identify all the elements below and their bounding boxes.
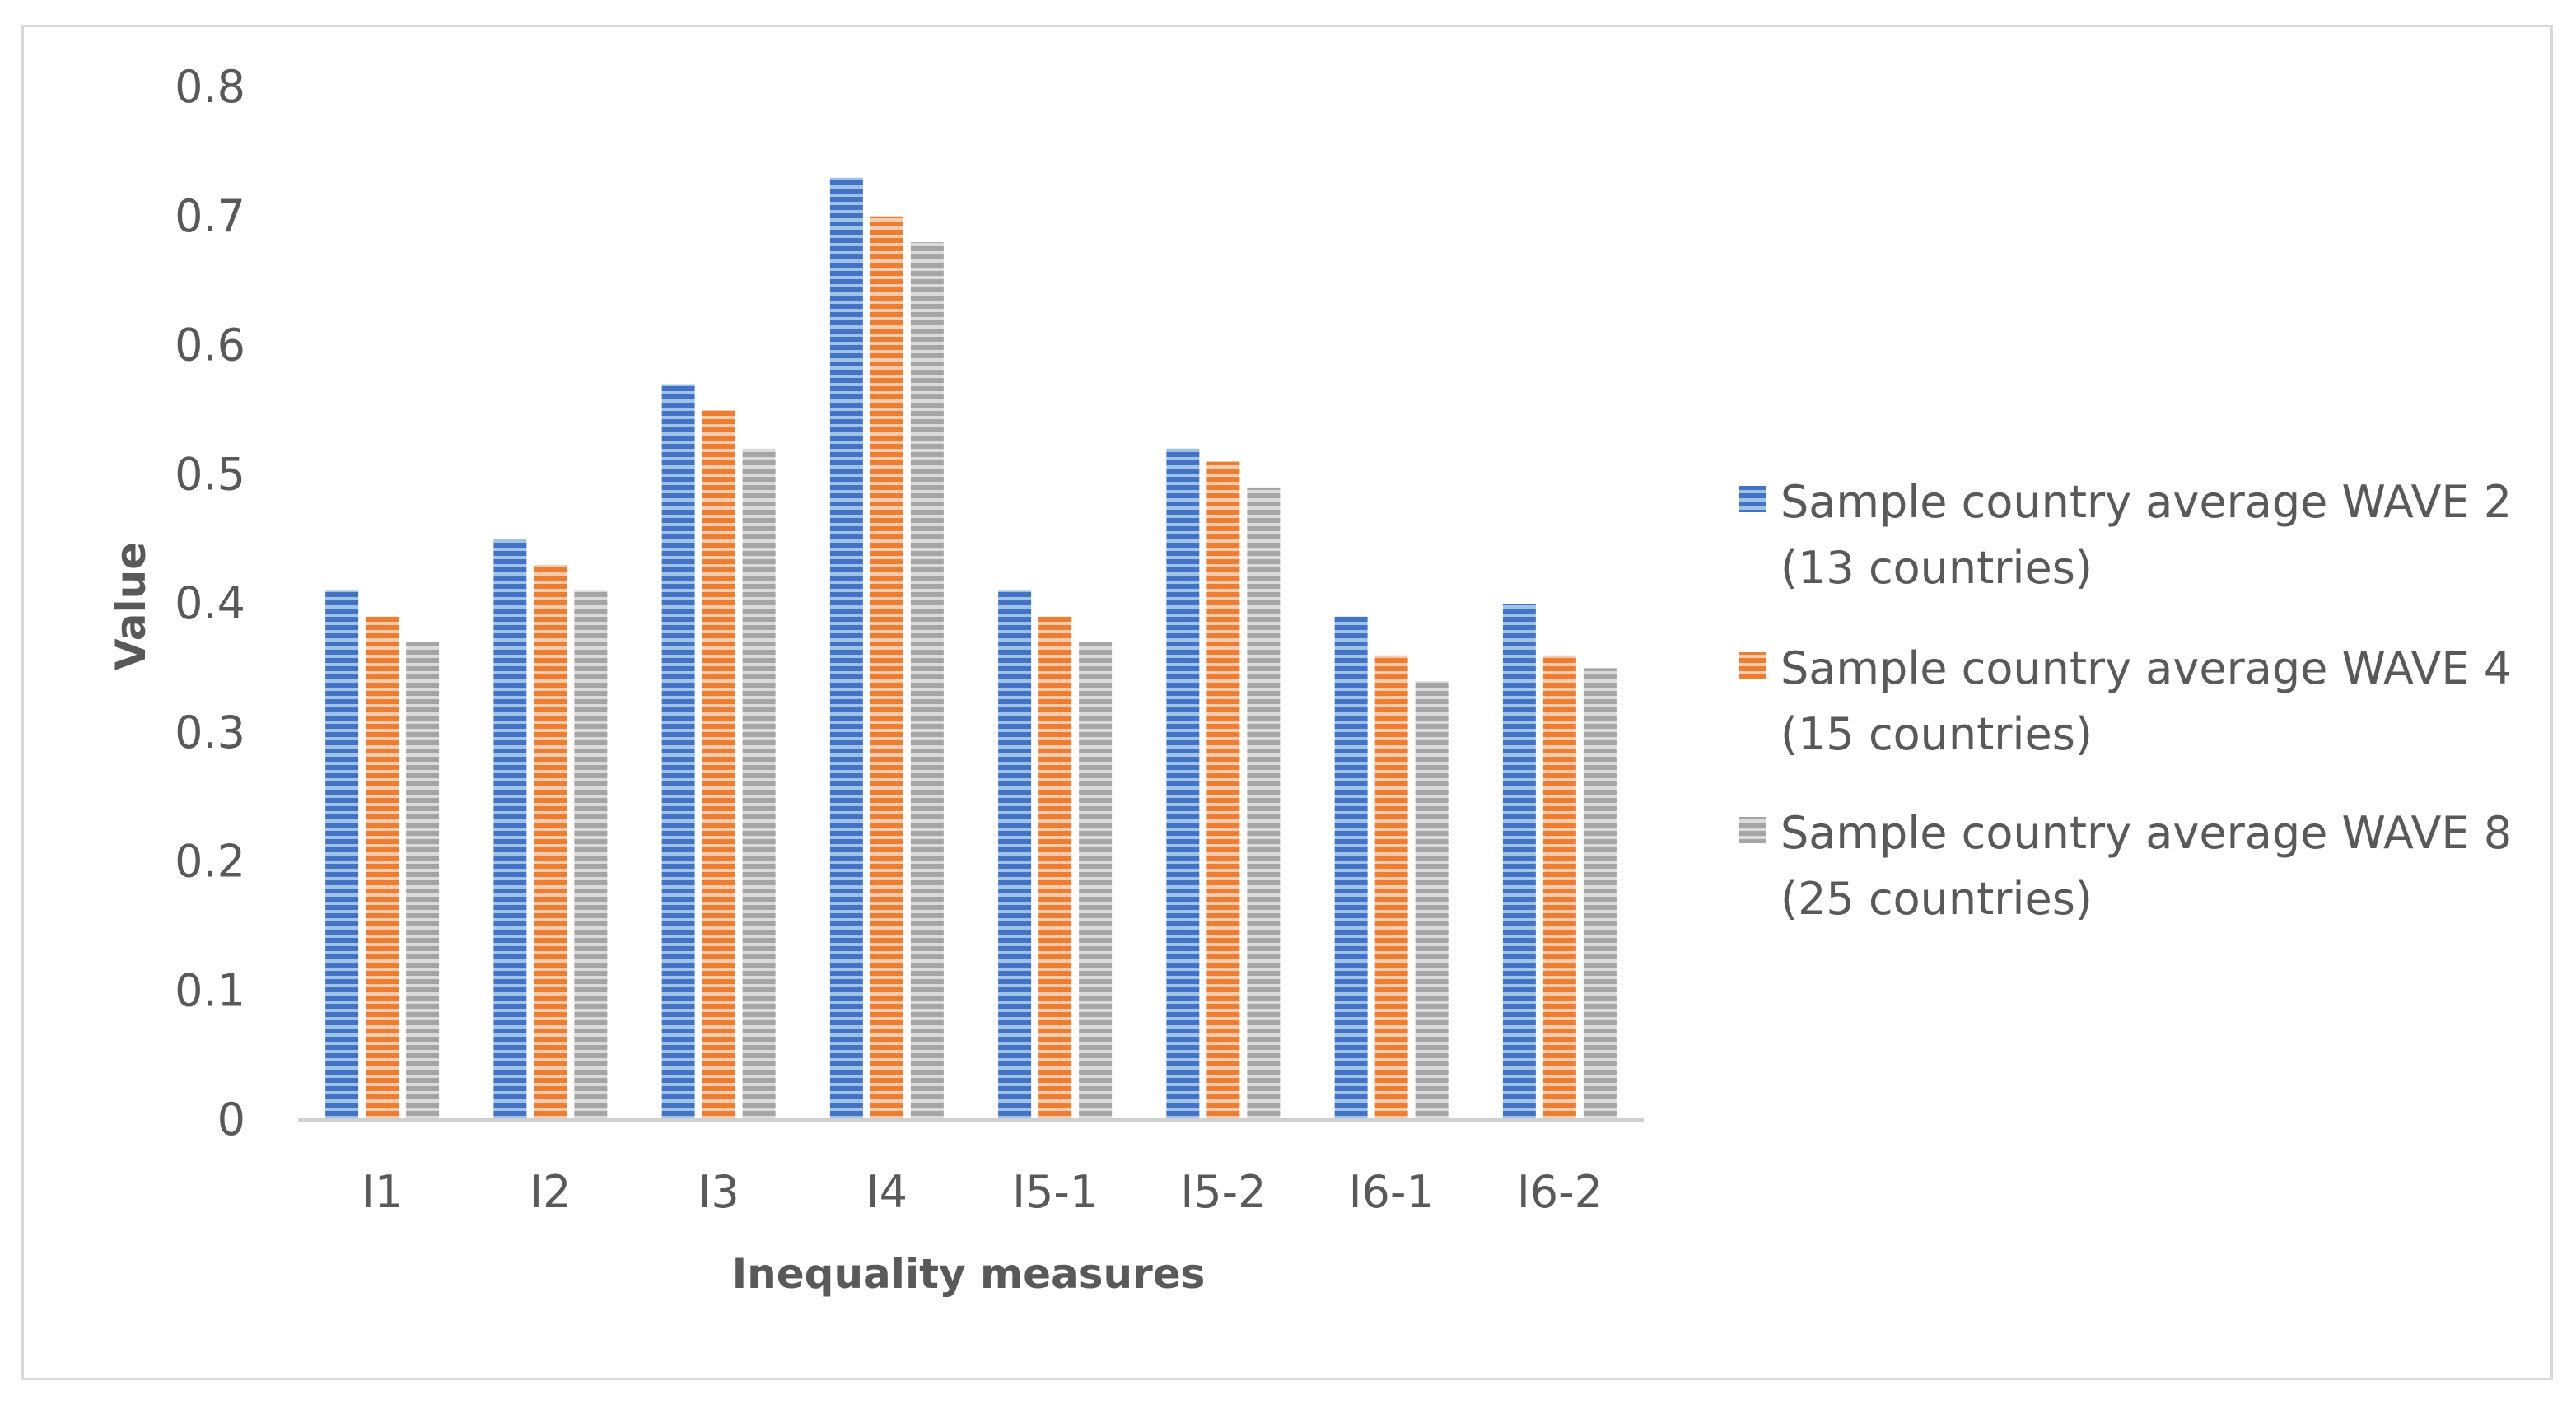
bar-i5-2-series-3 xyxy=(1247,487,1281,1120)
legend-swatch-series-1 xyxy=(1739,486,1766,512)
bar-i5-1-series-3 xyxy=(1079,642,1113,1120)
bar-i1-series-2 xyxy=(366,616,399,1120)
bar-i3-series-1 xyxy=(661,384,695,1120)
legend-label-series-2: Sample country average WAVE 4 xyxy=(1780,642,2512,694)
x-tick-label: I6-2 xyxy=(1517,1166,1603,1218)
legend: Sample country average WAVE 2 (13 countri… xyxy=(1739,476,2512,925)
y-axis-ticks: 0 0.1 0.2 0.3 0.4 0.5 0.6 0.7 0.8 xyxy=(175,61,245,1145)
bar-i2-series-3 xyxy=(574,590,608,1120)
legend-label-series-1: (13 countries) xyxy=(1780,542,2093,594)
chart-frame xyxy=(21,25,2553,1380)
bar-i2-series-1 xyxy=(493,539,527,1120)
bar-i6-1-series-3 xyxy=(1415,681,1449,1120)
bar-i4-series-3 xyxy=(910,242,944,1121)
legend-swatch-series-3 xyxy=(1739,817,1766,843)
bar-i5-2-series-2 xyxy=(1206,461,1240,1120)
x-tick-label: I2 xyxy=(530,1166,571,1218)
y-tick-label: 0.7 xyxy=(175,190,245,242)
legend-label-series-3: Sample country average WAVE 8 xyxy=(1780,807,2512,859)
bar-i5-1-series-2 xyxy=(1038,616,1072,1120)
y-tick-label: 0.3 xyxy=(175,707,245,758)
bar-i6-2-series-2 xyxy=(1542,655,1576,1120)
legend-swatch-series-2 xyxy=(1739,652,1766,679)
legend-label-series-3: (25 countries) xyxy=(1780,873,2093,925)
y-tick-label: 0.8 xyxy=(175,61,245,113)
y-axis-title: Value xyxy=(107,542,155,670)
legend-label-series-1: Sample country average WAVE 2 xyxy=(1780,476,2512,528)
bar-i3-series-3 xyxy=(742,448,776,1120)
x-tick-label: I4 xyxy=(866,1166,908,1218)
bar-i6-2-series-3 xyxy=(1583,668,1617,1120)
x-tick-label: I1 xyxy=(362,1166,403,1218)
y-tick-label: 0.4 xyxy=(175,577,245,629)
bars-group xyxy=(325,177,1617,1121)
x-axis-title: Inequality measures xyxy=(732,1250,1206,1298)
bar-i5-1-series-1 xyxy=(998,590,1032,1120)
x-tick-label: I5-1 xyxy=(1012,1166,1098,1218)
y-tick-label: 0.2 xyxy=(175,836,245,888)
bar-i1-series-1 xyxy=(325,590,359,1120)
x-tick-label: I3 xyxy=(698,1166,739,1218)
bar-i3-series-2 xyxy=(702,409,735,1120)
y-tick-label: 0 xyxy=(217,1094,245,1145)
y-tick-label: 0.6 xyxy=(175,320,245,371)
bar-i4-series-1 xyxy=(829,177,863,1121)
bar-i2-series-2 xyxy=(534,564,567,1120)
bar-i6-1-series-1 xyxy=(1334,616,1368,1120)
x-tick-label: I5-2 xyxy=(1180,1166,1266,1218)
bar-i5-2-series-1 xyxy=(1166,448,1200,1120)
x-axis-ticks: I1 I2 I3 I4 I5-1 I5-2 I6-1 I6-2 xyxy=(362,1166,1603,1218)
bar-i6-1-series-2 xyxy=(1374,655,1408,1120)
y-tick-label: 0.5 xyxy=(175,448,245,500)
legend-label-series-2: (15 countries) xyxy=(1780,708,2093,760)
y-tick-label: 0.1 xyxy=(175,964,245,1016)
bar-i6-2-series-1 xyxy=(1502,604,1536,1120)
x-tick-label: I6-1 xyxy=(1349,1166,1435,1218)
bar-i1-series-3 xyxy=(406,642,440,1120)
bar-i4-series-2 xyxy=(870,216,903,1120)
